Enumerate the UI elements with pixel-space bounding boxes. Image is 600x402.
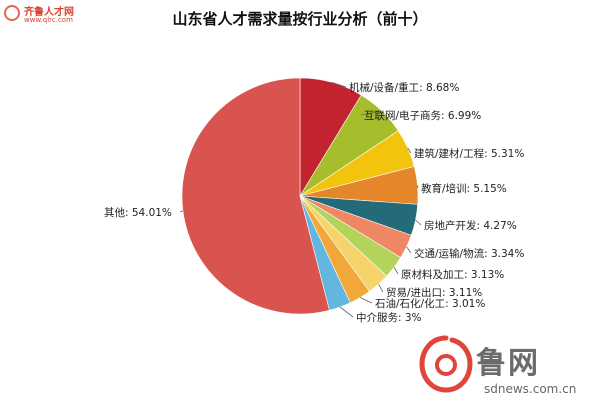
leader-lines — [179, 81, 422, 318]
brand-logo-top-left: 齐鲁人才网 www.qlrc.com — [4, 3, 86, 27]
watermark-name: 鲁网 — [476, 346, 540, 381]
leader-line — [359, 297, 373, 304]
leader-line — [360, 110, 382, 116]
leader-line — [415, 219, 422, 226]
slice-label: 石油/石化/化工: 3.01% — [375, 297, 485, 310]
slice-label: 教育/培训: 5.15% — [421, 182, 507, 195]
slice-label: 其他: 54.01% — [104, 206, 172, 219]
watermark-logo-icon — [419, 335, 473, 393]
brand-logo-url: www.qlrc.com — [24, 16, 73, 24]
slice-label: 中介服务: 3% — [356, 311, 422, 324]
watermark-url: sdnews.com.cn — [484, 382, 577, 396]
leader-line — [339, 306, 354, 318]
chart-title: 山东省人才需求量按行业分析（前十） — [172, 10, 427, 28]
slice-label: 互联网/电子商务: 6.99% — [364, 109, 481, 122]
slice-label: 建筑/建材/工程: 5.31% — [414, 147, 524, 160]
leader-line — [406, 246, 412, 254]
slice-label: 贸易/进出口: 3.11% — [386, 286, 482, 299]
leader-line — [179, 210, 184, 213]
slice-label: 交通/运输/物流: 3.34% — [414, 247, 524, 260]
leader-line — [378, 283, 384, 293]
watermark-bottom-right: 鲁网 sdnews.com.cn — [418, 332, 600, 402]
pie-slice — [181, 77, 330, 315]
brand-logo-name: 齐鲁人才网 — [24, 7, 74, 18]
leader-line — [393, 266, 399, 275]
slice-label: 机械/设备/重工: 8.68% — [349, 81, 459, 94]
slice-label: 原材料及加工: 3.13% — [401, 268, 504, 281]
leader-line — [407, 147, 412, 154]
pie-slices — [181, 77, 419, 315]
leader-line — [331, 81, 347, 88]
slice-label: 房地产开发: 4.27% — [424, 219, 517, 232]
brand-logo-icon — [4, 5, 20, 21]
slice-labels: 机械/设备/重工: 8.68% 互联网/电子商务: 6.99% 建筑/建材/工程: … — [104, 81, 524, 324]
